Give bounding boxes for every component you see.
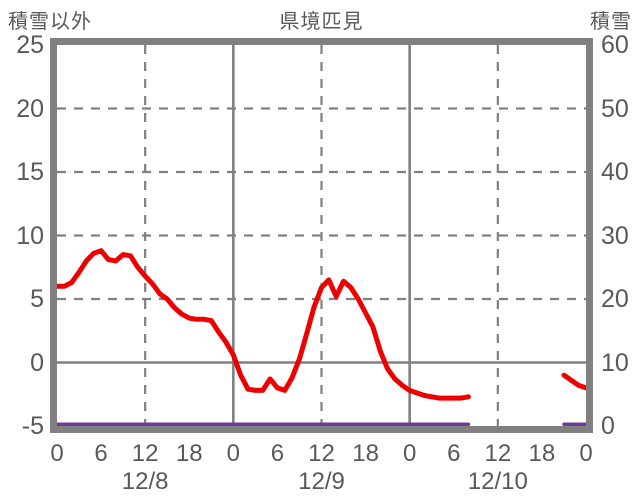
- gridlines: [57, 45, 586, 426]
- left-axis-tick-label: -5: [21, 412, 44, 440]
- x-axis-tick-label: 18: [175, 440, 203, 467]
- x-axis-tick-label: 12: [131, 440, 159, 467]
- x-axis-tick-label: 18: [528, 440, 556, 467]
- chart-canvas: [57, 45, 586, 426]
- left-axis-tick-label: 0: [30, 348, 44, 377]
- x-axis-tick-label: 0: [402, 440, 417, 467]
- right-axis-tick-label: 50: [601, 94, 629, 123]
- x-axis-tick-label: 12: [308, 440, 335, 467]
- right-axis-tick-label: 10: [601, 348, 629, 377]
- x-axis-tick-label: 18: [352, 440, 379, 467]
- series-line-main: [57, 248, 586, 401]
- right-axis-title: 積雪: [590, 11, 632, 33]
- left-axis-tick-label: 10: [16, 221, 44, 250]
- x-axis-tick-label: 0: [226, 440, 240, 467]
- x-axis-date-label: 12/8: [121, 468, 169, 495]
- left-axis-tick-label: 25: [16, 31, 44, 59]
- x-axis-date-label: 12/10: [467, 468, 528, 495]
- right-axis-tick-label: 40: [601, 158, 629, 186]
- x-axis-tick-label: 0: [579, 440, 593, 467]
- left-axis-tick-label: 5: [30, 285, 44, 313]
- left-axis-tick-label: 15: [16, 158, 44, 186]
- x-axis-tick-label: 6: [94, 440, 108, 467]
- right-axis-tick-label: 30: [601, 221, 629, 250]
- x-axis-date-label: 12/9: [298, 468, 345, 495]
- x-axis-tick-label: 0: [50, 440, 64, 467]
- right-axis-tick-label: 20: [601, 285, 629, 313]
- x-axis-tick-label: 12: [484, 440, 512, 467]
- right-axis-tick-label: 0: [601, 412, 615, 440]
- chart-title: 県境匹見: [279, 11, 364, 33]
- left-axis-tick-label: 20: [16, 94, 44, 123]
- left-axis-title: 積雪以外: [8, 11, 92, 33]
- series-lines: [57, 248, 586, 426]
- x-axis-tick-label: 6: [447, 440, 461, 467]
- x-axis-tick-label: 6: [270, 440, 285, 467]
- right-axis-tick-label: 60: [601, 31, 629, 59]
